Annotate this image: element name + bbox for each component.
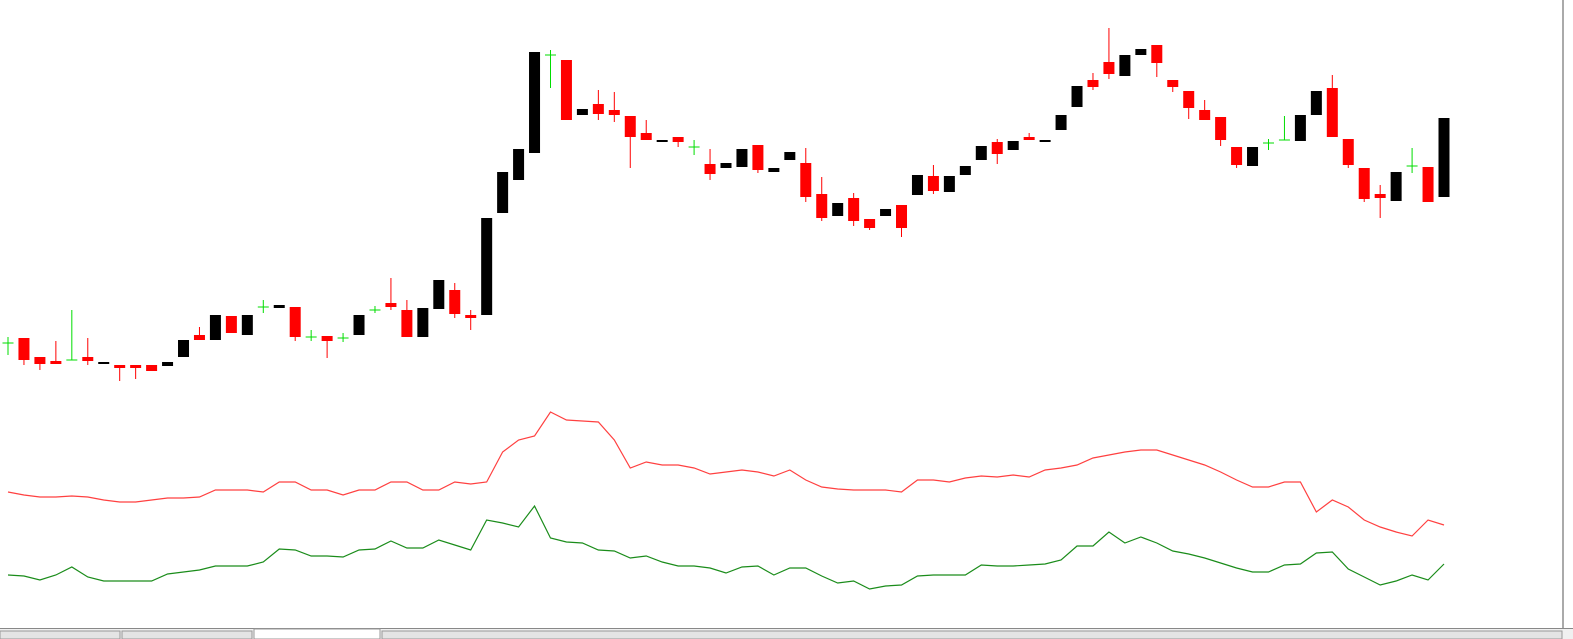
candle-body (82, 357, 94, 361)
candle-body (784, 152, 796, 160)
tab[interactable] (0, 630, 121, 639)
candle-body (1007, 141, 1019, 150)
candle-body (959, 166, 971, 175)
candle-body (98, 362, 110, 364)
candle-body (640, 133, 652, 140)
candle-body (321, 336, 333, 341)
candle-body (130, 365, 142, 368)
candle-body (1071, 86, 1083, 107)
candle-body (114, 365, 126, 368)
candle-body (497, 172, 509, 213)
scrollbar[interactable] (381, 630, 1563, 639)
candle-body (896, 205, 908, 228)
candle-body (385, 303, 397, 307)
candle-body (576, 109, 588, 115)
candle-body (704, 164, 716, 174)
candle-body (1087, 80, 1099, 87)
candle-body (752, 145, 764, 170)
candle-body (146, 365, 158, 371)
candle-body (1167, 80, 1179, 87)
candle-body (943, 176, 955, 192)
candle-body (880, 209, 892, 216)
candle-body (1199, 110, 1211, 120)
tab-active[interactable] (253, 628, 381, 639)
candle-body (241, 315, 253, 335)
candle-body (592, 104, 604, 114)
candle-body (672, 137, 684, 142)
candle-body (1055, 115, 1067, 130)
candle-body (816, 194, 828, 218)
candle-body (832, 203, 844, 216)
candle-body (465, 315, 477, 318)
candle-body (768, 168, 780, 172)
candle-body (1358, 168, 1370, 199)
candle-body (1390, 172, 1402, 201)
candle-body (417, 308, 429, 337)
candle-body (800, 163, 812, 197)
candle-body (401, 310, 413, 337)
candle-body (560, 60, 572, 120)
candle-body (34, 357, 46, 364)
candle-body (911, 175, 923, 195)
candle-body (1374, 194, 1386, 198)
candle-body (18, 338, 30, 360)
indicator-line (7, 504, 1445, 590)
candle-body (1247, 147, 1259, 166)
candle-body (1023, 137, 1035, 140)
candle-body (209, 315, 221, 340)
candle-body (1294, 115, 1306, 141)
candle-body (1310, 91, 1322, 115)
candle-body (1183, 91, 1195, 108)
candle-body (289, 307, 301, 337)
candle-body (1103, 62, 1115, 74)
candle-body (624, 116, 636, 137)
candle-body (1326, 88, 1338, 137)
candle-body (1215, 117, 1227, 140)
candle-body (991, 142, 1003, 154)
candle-body (481, 218, 493, 315)
tab[interactable] (121, 630, 253, 639)
candle-body (529, 52, 541, 153)
candle-body (608, 110, 620, 115)
candle-body (50, 361, 62, 364)
candle-body (736, 149, 748, 167)
candle-body (433, 280, 445, 309)
candle-body (1422, 167, 1434, 202)
candle-body (513, 149, 525, 180)
candle-body (1135, 49, 1147, 55)
candle-body (1039, 140, 1051, 142)
candle-body (353, 315, 365, 335)
candle-body (720, 163, 732, 168)
candle-body (225, 316, 237, 333)
candle-body (1438, 118, 1450, 197)
candle-body (273, 305, 285, 308)
candle-body (975, 146, 987, 160)
candle-body (162, 362, 174, 366)
candle-body (1151, 45, 1163, 63)
candle-body (848, 198, 860, 221)
candle-body (864, 219, 876, 228)
candle-body (1119, 55, 1131, 76)
candle-body (193, 335, 205, 340)
indicator-line (7, 411, 1445, 537)
candle-body (178, 340, 190, 357)
candle-body (1231, 147, 1243, 165)
candle-body (1342, 139, 1354, 165)
candle-body (656, 140, 668, 142)
candle-body (449, 290, 461, 314)
candle-body (927, 176, 939, 191)
